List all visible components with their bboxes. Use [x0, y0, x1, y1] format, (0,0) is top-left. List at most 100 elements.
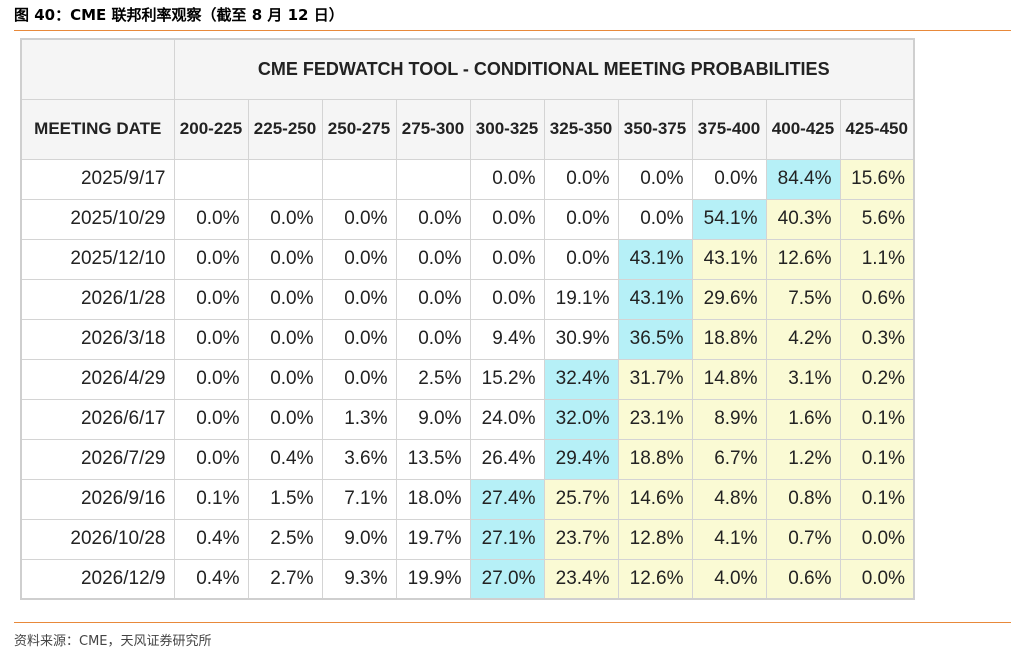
probability-cell: 0.0%: [395, 198, 471, 240]
probability-cell: 2.5%: [395, 358, 471, 400]
probability-cell: [395, 158, 471, 200]
probability-cell: 43.1%: [617, 238, 693, 280]
probability-cell: 54.1%: [691, 198, 767, 240]
probability-cell: 4.8%: [691, 478, 767, 520]
meeting-date: 2026/7/29: [20, 438, 175, 480]
column-header: 300-325: [469, 98, 545, 160]
rule: [14, 30, 1011, 31]
probability-cell: 0.0%: [173, 398, 249, 440]
probability-cell: 0.0%: [247, 358, 323, 400]
probability-cell: 0.0%: [247, 198, 323, 240]
corner-cell: [20, 38, 175, 100]
probability-cell: 0.0%: [617, 198, 693, 240]
probability-cell: 0.0%: [321, 278, 397, 320]
meeting-date: 2025/9/17: [20, 158, 175, 200]
probability-cell: 0.0%: [543, 238, 619, 280]
meeting-date: 2026/3/18: [20, 318, 175, 360]
column-header: 350-375: [617, 98, 693, 160]
probability-cell: 0.0%: [469, 238, 545, 280]
column-header: MEETING DATE: [20, 98, 175, 160]
column-header: 325-350: [543, 98, 619, 160]
probability-cell: 0.4%: [173, 518, 249, 560]
probability-cell: 19.1%: [543, 278, 619, 320]
probability-cell: 29.6%: [691, 278, 767, 320]
probability-cell: 27.1%: [469, 518, 545, 560]
probability-cell: 0.0%: [395, 318, 471, 360]
probability-cell: 6.7%: [691, 438, 767, 480]
probability-cell: 0.1%: [839, 398, 915, 440]
probability-cell: 8.9%: [691, 398, 767, 440]
probability-cell: 1.1%: [839, 238, 915, 280]
meeting-date: 2026/4/29: [20, 358, 175, 400]
probability-cell: 0.0%: [321, 238, 397, 280]
probability-cell: 43.1%: [617, 278, 693, 320]
probability-cell: 0.0%: [839, 558, 915, 600]
data-row: 2025/9/17 0.0% 0.0% 0.0% 0.0% 84.4% 15.6%: [20, 158, 915, 200]
probability-cell: 2.7%: [247, 558, 323, 600]
data-row: 2025/12/10 0.0% 0.0% 0.0% 0.0% 0.0% 0.0% 43.1% 4…: [20, 238, 915, 280]
data-row: 2026/4/29 0.0% 0.0% 0.0% 2.5% 15.2% 32.4% 31.7%…: [20, 358, 915, 400]
data-row: 2026/3/18 0.0% 0.0% 0.0% 0.0% 9.4% 30.9% 36.5% 1…: [20, 318, 915, 360]
probability-cell: 18.8%: [617, 438, 693, 480]
probability-cell: 0.0%: [691, 158, 767, 200]
probability-cell: 0.0%: [247, 278, 323, 320]
probability-cell: 0.0%: [173, 278, 249, 320]
probability-cell: 3.1%: [765, 358, 841, 400]
probability-cell: 0.2%: [839, 358, 915, 400]
column-header: 425-450: [839, 98, 915, 160]
probability-cell: 0.1%: [839, 478, 915, 520]
probability-cell: 30.9%: [543, 318, 619, 360]
probability-cell: 23.7%: [543, 518, 619, 560]
probability-cell: 12.8%: [617, 518, 693, 560]
table-header: CME FEDWATCH TOOL - CONDITIONAL MEETING …: [173, 38, 915, 100]
probability-cell: 0.0%: [321, 198, 397, 240]
probability-cell: 23.1%: [617, 398, 693, 440]
probability-cell: 0.0%: [321, 318, 397, 360]
meeting-date: 2026/6/17: [20, 398, 175, 440]
probability-cell: 9.0%: [395, 398, 471, 440]
probability-cell: 36.5%: [617, 318, 693, 360]
probability-cell: 18.8%: [691, 318, 767, 360]
data-row: 2026/9/16 0.1% 1.5% 7.1% 18.0% 27.4% 25.7% 14.6…: [20, 478, 915, 520]
probability-cell: 5.6%: [839, 198, 915, 240]
probability-cell: 0.1%: [839, 438, 915, 480]
probability-cell: 23.4%: [543, 558, 619, 600]
probability-cell: 0.1%: [173, 478, 249, 520]
probability-cell: 3.6%: [321, 438, 397, 480]
probability-cell: 4.0%: [691, 558, 767, 600]
probability-cell: 0.0%: [173, 198, 249, 240]
meeting-date: 2026/10/28: [20, 518, 175, 560]
probability-cell: 9.0%: [321, 518, 397, 560]
probability-cell: [173, 158, 249, 200]
probability-cell: 9.4%: [469, 318, 545, 360]
probability-cell: 15.6%: [839, 158, 915, 200]
probability-cell: 32.4%: [543, 358, 619, 400]
probability-cell: 29.4%: [543, 438, 619, 480]
probability-cell: 0.0%: [543, 198, 619, 240]
source: 资料来源：CME，天风证券研究所: [14, 634, 212, 649]
meeting-date: 2025/10/29: [20, 198, 175, 240]
data-row: 2026/12/9 0.4% 2.7% 9.3% 19.9% 27.0% 23.4% 12.6…: [20, 558, 915, 600]
probability-cell: 32.0%: [543, 398, 619, 440]
probability-cell: 7.5%: [765, 278, 841, 320]
probability-cell: 0.6%: [765, 558, 841, 600]
probability-cell: 13.5%: [395, 438, 471, 480]
meeting-date: 2025/12/10: [20, 238, 175, 280]
probability-cell: 0.3%: [839, 318, 915, 360]
probability-cell: 0.0%: [173, 238, 249, 280]
probability-cell: 0.0%: [543, 158, 619, 200]
probability-cell: 18.0%: [395, 478, 471, 520]
probability-cell: 0.8%: [765, 478, 841, 520]
data-row: 2026/10/28 0.4% 2.5% 9.0% 19.7% 27.1% 23.7% 12.…: [20, 518, 915, 560]
probability-cell: [321, 158, 397, 200]
probability-cell: 7.1%: [321, 478, 397, 520]
probability-cell: 0.0%: [247, 398, 323, 440]
column-header: 275-300: [395, 98, 471, 160]
probability-cell: 0.0%: [321, 358, 397, 400]
probability-table: CME FEDWATCH TOOL - CONDITIONAL MEETING …: [20, 38, 915, 600]
column-row: MEETING DATE 200-225 225-250 250-275 275-300…: [20, 98, 915, 160]
data-row: 2026/7/29 0.0% 0.4% 3.6% 13.5% 26.4% 29.4% 18.8…: [20, 438, 915, 480]
probability-cell: 0.6%: [839, 278, 915, 320]
probability-cell: 1.5%: [247, 478, 323, 520]
